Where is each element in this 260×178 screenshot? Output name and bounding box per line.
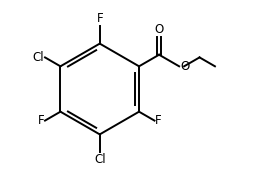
Text: Cl: Cl — [32, 51, 44, 64]
Text: F: F — [96, 12, 103, 25]
Text: Cl: Cl — [94, 153, 106, 166]
Text: F: F — [37, 114, 44, 127]
Text: O: O — [154, 23, 164, 36]
Text: O: O — [180, 60, 189, 73]
Text: F: F — [155, 114, 162, 127]
